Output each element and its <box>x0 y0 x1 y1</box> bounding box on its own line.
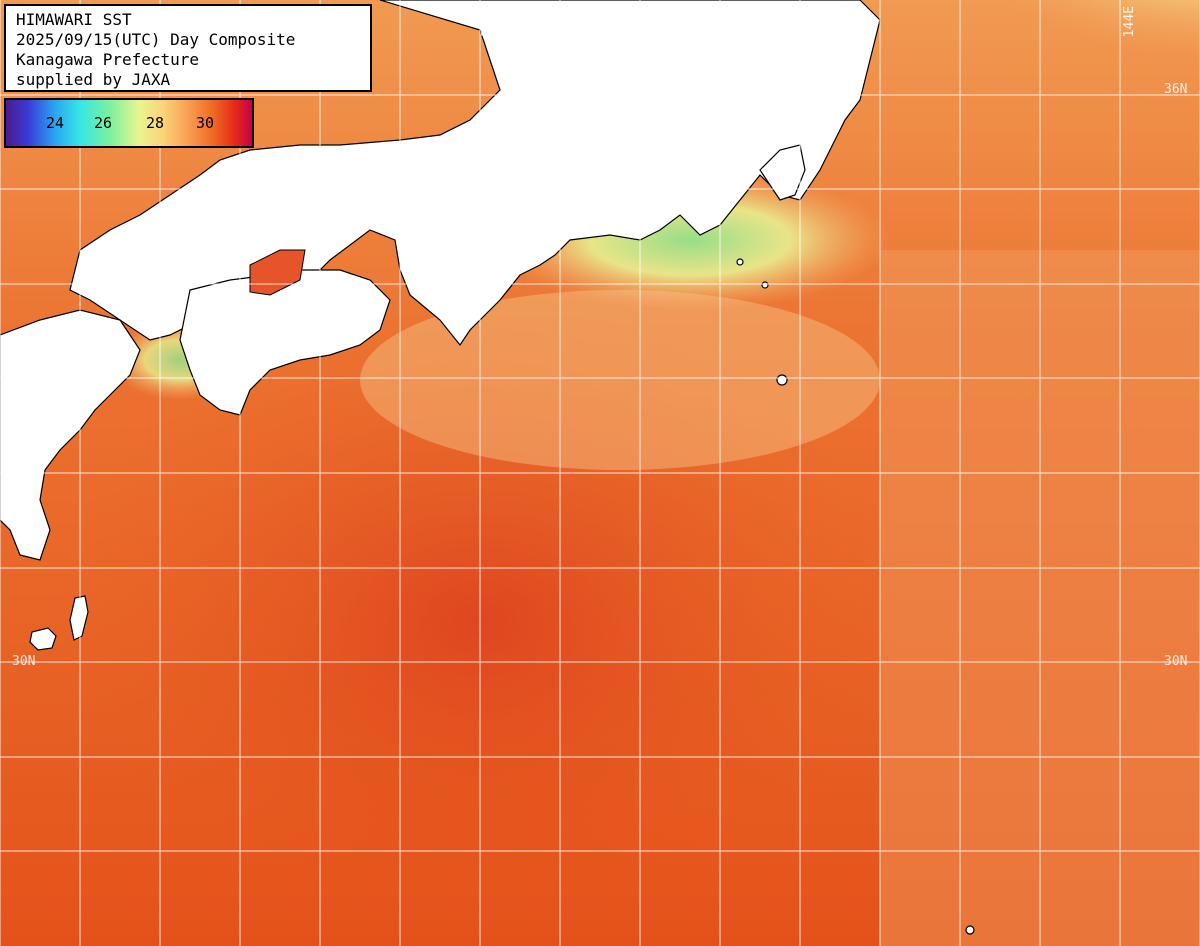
lon-label-144e: 144E <box>1122 6 1137 38</box>
legend-tick-28: 28 <box>146 114 165 132</box>
land-izu-peninsula <box>759 144 806 201</box>
land-island-small-3 <box>736 258 744 266</box>
land-island-small-1 <box>776 374 788 386</box>
lat-label-30n-right: 30N <box>1164 654 1188 669</box>
supplier-line: supplied by JAXA <box>16 70 171 89</box>
legend-tick-30: 30 <box>196 114 215 132</box>
lon-label-136e: 136E <box>480 6 495 38</box>
date-line: 2025/09/15(UTC) Day Composite <box>16 30 296 49</box>
land-yakushima <box>29 627 57 651</box>
land-island-small-2 <box>761 281 769 289</box>
land-island-small-4 <box>965 925 975 935</box>
title-box: HIMAWARI SST 2025/09/15(UTC) Day Composi… <box>4 4 372 92</box>
color-scale-legend: 24 26 28 30 <box>4 98 254 148</box>
product-title: HIMAWARI SST <box>16 10 132 29</box>
lat-label-36n: 36N <box>1164 82 1188 97</box>
land-kyushu <box>0 309 141 561</box>
land-tanegashima <box>69 595 89 641</box>
legend-tick-24: 24 <box>46 114 65 132</box>
legend-tick-26: 26 <box>94 114 113 132</box>
lat-label-30n-left: 30N <box>12 654 36 669</box>
region-line: Kanagawa Prefecture <box>16 50 200 69</box>
light-swirl <box>360 290 880 470</box>
